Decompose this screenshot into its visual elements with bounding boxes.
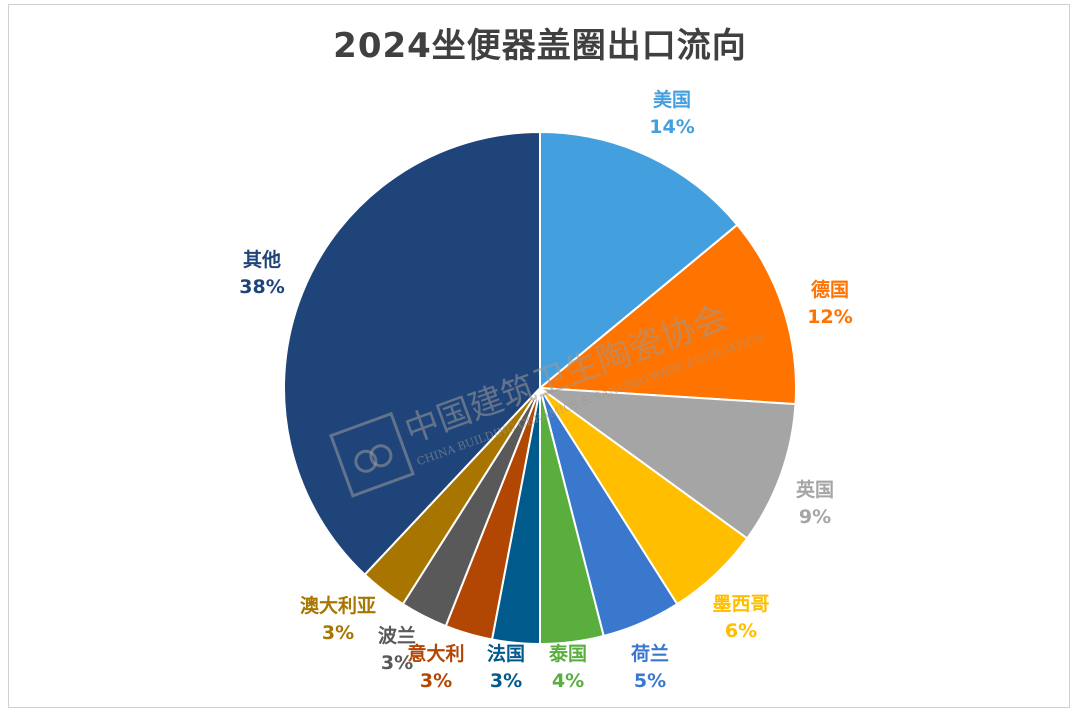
slice-percent-0: 14% [649,116,694,138]
pie-slice-10 [283,130,541,577]
slice-percent-6: 3% [490,670,522,692]
slice-label-9: 澳大利亚 [300,594,376,617]
slice-label-0: 美国 [653,88,691,111]
slice-percent-4: 5% [634,670,666,692]
slice-percent-1: 12% [807,306,852,328]
pie-labels: 美国14%德国12%英国9%墨西哥6%荷兰5%泰国4%法国3%意大利3%波兰3%… [239,88,852,692]
slice-percent-8: 3% [381,652,413,674]
slice-percent-9: 3% [322,622,354,644]
watermark-logo-icon [329,411,415,498]
slice-percent-10: 38% [239,276,284,298]
slice-label-8: 波兰 [378,624,416,647]
slice-label-1: 德国 [811,278,849,301]
pie-slices [283,130,797,646]
slice-label-3: 墨西哥 [712,593,769,615]
chart-title: 2024坐便器盖圈出口流向 [333,26,747,66]
slice-percent-2: 9% [799,506,831,528]
slice-label-4: 荷兰 [631,642,669,665]
slice-percent-3: 6% [725,620,757,642]
slice-label-6: 法国 [487,642,525,665]
pie-slice-2 [536,386,797,540]
slice-percent-5: 4% [552,670,584,692]
slice-label-5: 泰国 [548,642,587,665]
slice-label-10: 其他 [243,248,281,271]
slice-label-2: 英国 [796,478,834,501]
pie-slice-1 [537,223,797,406]
slice-label-7: 意大利 [407,642,464,665]
slice-percent-7: 3% [420,670,452,692]
pie-slice-0 [539,130,739,391]
